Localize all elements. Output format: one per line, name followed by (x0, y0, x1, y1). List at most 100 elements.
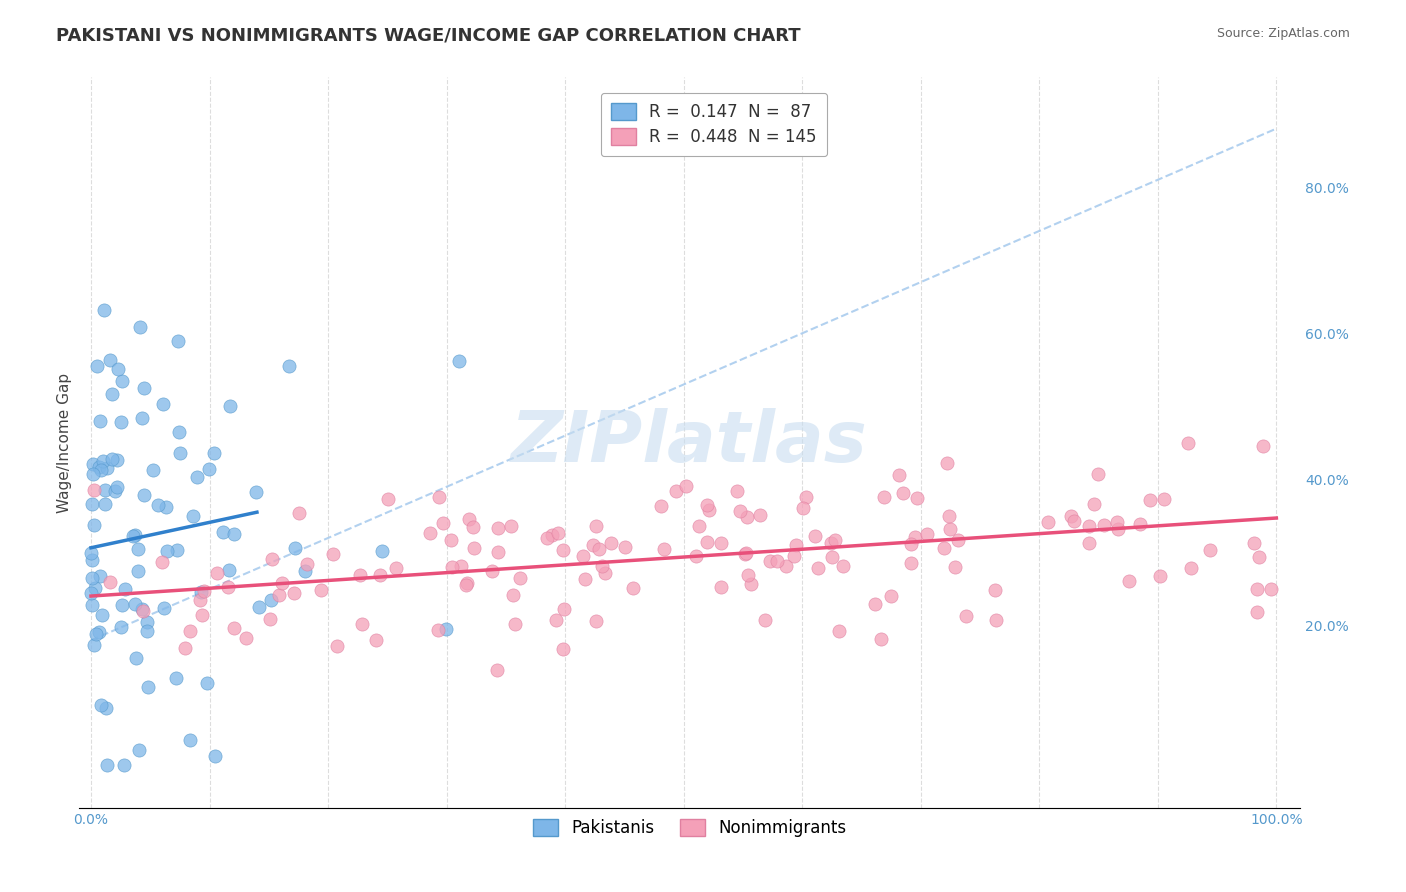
Point (86, 359, 108, 373)
Point (544, 613, 567, 627)
Point (675, 479, 697, 493)
Point (98, 352, 121, 367)
Point (1087, 467, 1109, 481)
Point (110, 415, 132, 429)
Point (122, 529, 145, 543)
Point (905, 491, 928, 505)
Point (219, 399, 242, 413)
Point (222, 621, 245, 635)
Point (820, 536, 842, 550)
Point (932, 541, 955, 555)
Point (1059, 509, 1081, 524)
Point (179, 624, 201, 638)
Point (89, 569, 111, 583)
Point (188, 593, 211, 607)
Point (96, 757, 118, 772)
Point (783, 549, 806, 564)
Point (110, 620, 132, 634)
Point (124, 598, 146, 612)
Point (366, 632, 388, 647)
Point (326, 639, 349, 653)
Point (1118, 574, 1140, 588)
Point (486, 521, 509, 535)
Point (938, 508, 960, 523)
Point (943, 560, 966, 574)
Point (322, 547, 344, 561)
Point (368, 567, 391, 582)
Point (105, 480, 128, 494)
Point (131, 411, 153, 425)
Point (432, 516, 454, 531)
Point (775, 559, 797, 574)
Point (541, 528, 564, 542)
Point (1251, 439, 1274, 453)
Point (1149, 569, 1171, 583)
Point (551, 642, 574, 657)
Point (585, 518, 607, 533)
Point (284, 541, 307, 556)
Point (900, 556, 922, 570)
Point (740, 577, 762, 591)
Point (80, 546, 103, 560)
Point (449, 353, 471, 368)
Point (621, 581, 644, 595)
Point (461, 520, 484, 534)
Point (1177, 436, 1199, 450)
Point (734, 548, 756, 562)
Point (100, 387, 122, 401)
Point (288, 506, 311, 520)
Point (832, 558, 855, 573)
Point (104, 484, 127, 499)
Point (1129, 516, 1152, 531)
Point (181, 509, 204, 524)
Point (197, 675, 219, 690)
Point (80, 586, 103, 600)
Point (278, 359, 301, 374)
Point (588, 541, 610, 556)
Point (283, 586, 305, 600)
Point (591, 558, 613, 573)
Point (167, 425, 190, 440)
Point (481, 564, 503, 578)
Point (136, 680, 159, 694)
Point (98, 575, 121, 590)
Point (90, 698, 112, 713)
Point (134, 381, 156, 395)
Point (688, 519, 710, 533)
Point (665, 484, 688, 499)
Point (427, 490, 450, 504)
Text: PAKISTANI VS NONIMMIGRANTS WAGE/INCOME GAP CORRELATION CHART: PAKISTANI VS NONIMMIGRANTS WAGE/INCOME G… (56, 27, 801, 45)
Point (870, 632, 893, 646)
Point (440, 533, 463, 547)
Point (503, 617, 526, 632)
Point (887, 467, 910, 482)
Point (90, 463, 112, 477)
Point (111, 374, 134, 388)
Point (551, 543, 574, 558)
Point (94, 700, 117, 714)
Point (190, 584, 212, 599)
Point (142, 463, 165, 477)
Point (1246, 605, 1268, 619)
Point (89, 414, 111, 428)
Point (509, 571, 531, 585)
Point (371, 544, 394, 558)
Point (547, 526, 569, 541)
Y-axis label: Wage/Income Gap: Wage/Income Gap (58, 373, 72, 513)
Point (502, 588, 524, 602)
Point (198, 462, 221, 476)
Point (91, 454, 114, 468)
Point (112, 757, 135, 772)
Point (87, 459, 110, 474)
Point (84, 627, 107, 641)
Point (696, 498, 718, 512)
Point (83, 518, 105, 533)
Point (93, 302, 115, 317)
Point (193, 584, 215, 599)
Point (574, 573, 596, 587)
Point (1107, 515, 1129, 529)
Point (350, 617, 373, 632)
Point (824, 533, 846, 548)
Point (174, 641, 197, 656)
Point (153, 600, 176, 615)
